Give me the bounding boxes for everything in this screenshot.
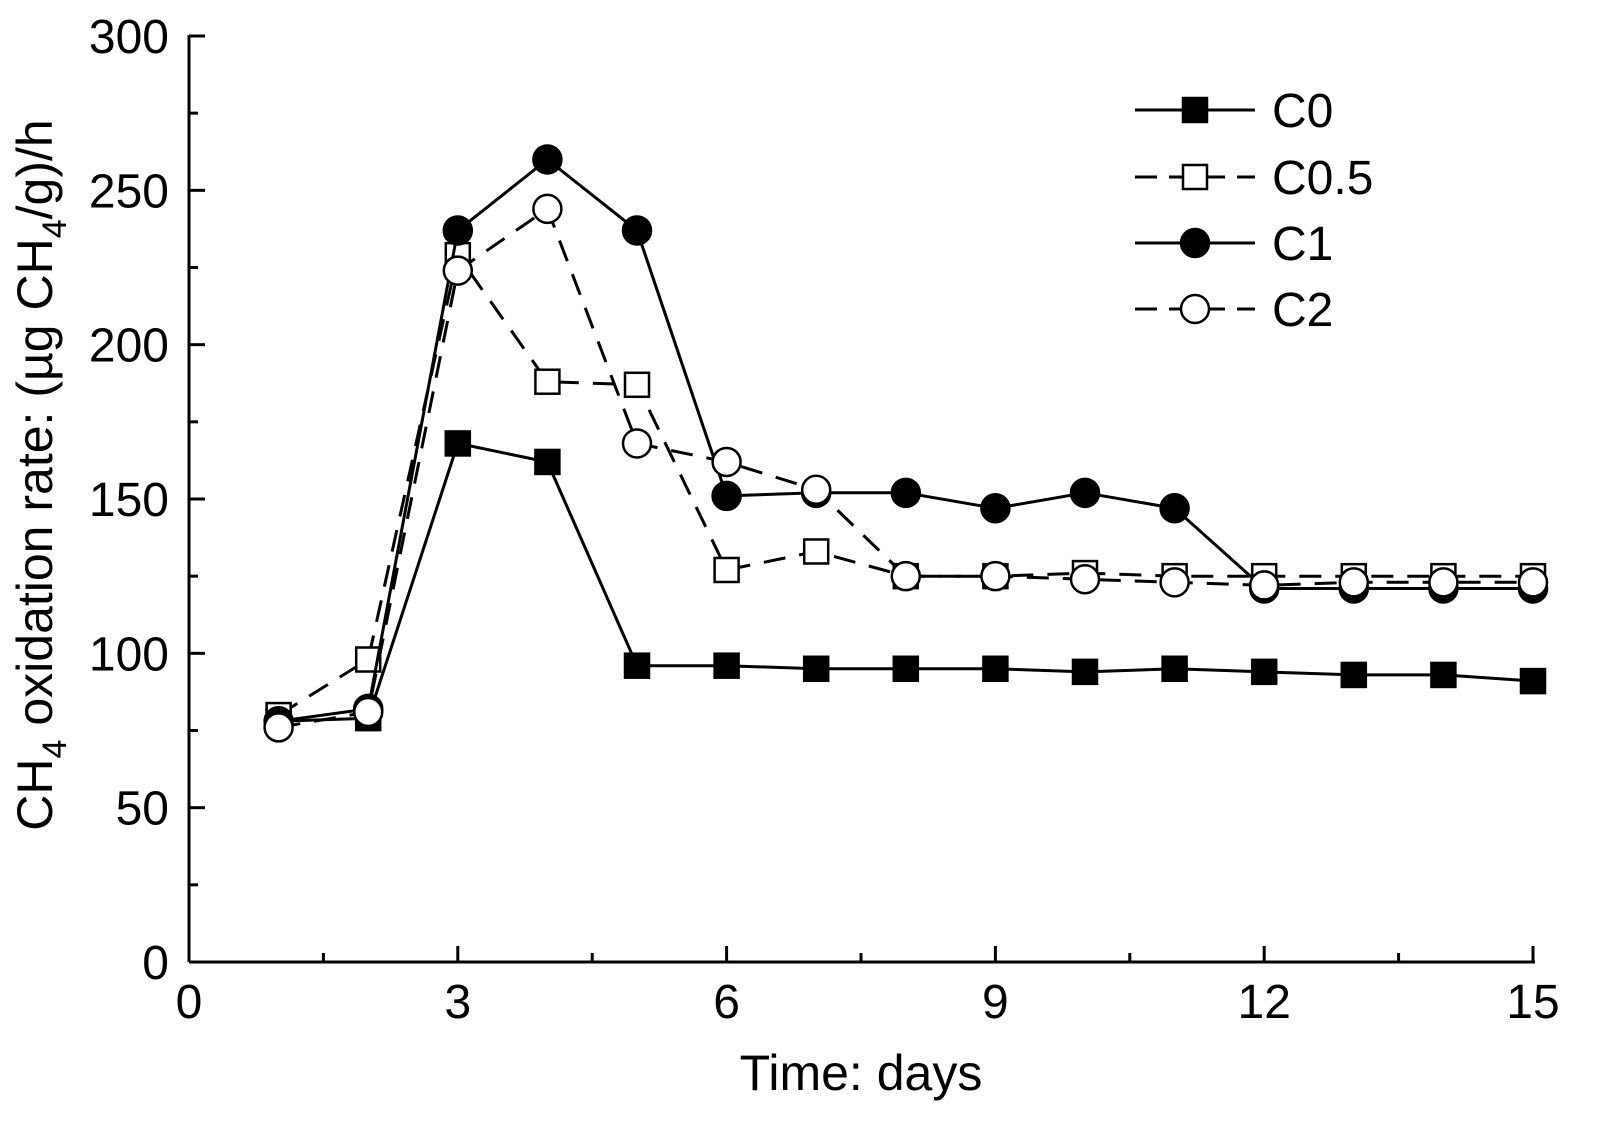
x-tick-label: 15 bbox=[1506, 976, 1559, 1029]
data-point-c0-5 bbox=[713, 556, 740, 584]
data-point-c2 bbox=[1517, 567, 1549, 598]
legend-label-c1: C1 bbox=[1272, 218, 1333, 271]
x-axis-title: Time: days bbox=[740, 1045, 983, 1101]
x-tick-label: 0 bbox=[176, 976, 203, 1029]
y-tick-label: 150 bbox=[89, 474, 169, 527]
y-title-middle: oxidation rate: (µg CH bbox=[7, 238, 63, 739]
y-title-subscript-1: 4 bbox=[36, 740, 74, 759]
series-group bbox=[263, 144, 1549, 743]
data-point-c0 bbox=[1161, 655, 1188, 683]
series-c0 bbox=[265, 430, 1547, 735]
legend-item-c0: C0 bbox=[1135, 85, 1333, 138]
legend-marker-c0-5 bbox=[1181, 163, 1209, 191]
y-tick-label: 100 bbox=[89, 628, 169, 681]
data-point-c0 bbox=[802, 655, 830, 683]
x-tick-label: 3 bbox=[444, 976, 471, 1029]
data-point-c2 bbox=[352, 696, 384, 728]
data-point-c1 bbox=[1069, 477, 1101, 509]
data-point-c1 bbox=[980, 493, 1011, 524]
data-point-c2 bbox=[1248, 570, 1280, 601]
data-point-c2 bbox=[1159, 567, 1190, 598]
x-tick-label: 6 bbox=[713, 976, 740, 1029]
y-title-prefix: CH bbox=[7, 758, 63, 830]
x-tick-label: 12 bbox=[1238, 976, 1291, 1029]
legend-label-c2: C2 bbox=[1272, 284, 1333, 337]
data-point-c1 bbox=[711, 480, 742, 512]
data-point-c1 bbox=[532, 144, 563, 175]
legend-item-c0-5: C0.5 bbox=[1135, 152, 1373, 205]
data-point-c0-5 bbox=[534, 368, 561, 395]
y-title-subscript-2: 4 bbox=[36, 219, 74, 238]
data-point-c0 bbox=[1519, 667, 1547, 695]
y-tick-label: 250 bbox=[89, 165, 169, 218]
legend-marker-c0 bbox=[1181, 96, 1209, 124]
data-point-c2 bbox=[1069, 564, 1101, 595]
data-point-c1 bbox=[1159, 493, 1190, 524]
data-point-c0 bbox=[982, 655, 1009, 683]
y-tick-label: 200 bbox=[89, 320, 169, 373]
legend-label-c0-5: C0.5 bbox=[1272, 152, 1373, 205]
legend-marker-c2 bbox=[1179, 293, 1211, 325]
data-point-c0 bbox=[534, 448, 561, 476]
legend-item-c1: C1 bbox=[1135, 218, 1333, 271]
data-point-c0 bbox=[623, 652, 651, 679]
data-point-c2 bbox=[800, 474, 832, 505]
series-line-c2 bbox=[278, 207, 1533, 729]
y-axis-title: CH4 oxidation rate: (µg CH4/g)/h bbox=[7, 119, 74, 830]
y-tick-label: 300 bbox=[89, 11, 169, 64]
data-point-c0 bbox=[1430, 661, 1457, 689]
data-point-c2 bbox=[890, 560, 922, 592]
data-point-c2 bbox=[532, 193, 563, 225]
data-point-c1 bbox=[890, 477, 922, 509]
legend-marker-c1 bbox=[1179, 227, 1211, 259]
data-point-c1 bbox=[621, 215, 653, 246]
data-point-c0 bbox=[1340, 661, 1368, 689]
data-point-c0 bbox=[713, 652, 740, 679]
data-point-c2 bbox=[980, 560, 1011, 592]
y-tick-label: 0 bbox=[142, 937, 169, 990]
y-tick-label: 50 bbox=[116, 783, 169, 836]
data-point-c1 bbox=[442, 215, 474, 246]
data-point-c2 bbox=[263, 712, 294, 743]
legend: C0 C0.5 C1 C2 bbox=[1135, 85, 1373, 337]
legend-label-c0: C0 bbox=[1272, 85, 1333, 138]
data-point-c0 bbox=[1071, 658, 1099, 686]
data-point-c2 bbox=[1428, 567, 1459, 598]
data-point-c2 bbox=[442, 255, 474, 286]
data-point-c2 bbox=[1338, 567, 1370, 598]
data-point-c0 bbox=[1250, 658, 1278, 686]
data-point-c0-5 bbox=[623, 371, 651, 399]
data-point-c2 bbox=[621, 428, 653, 459]
y-title-suffix: /g)/h bbox=[7, 119, 63, 219]
data-point-c2 bbox=[711, 446, 742, 478]
legend-item-c2: C2 bbox=[1135, 284, 1333, 337]
data-point-c0-5 bbox=[802, 538, 830, 565]
data-point-c0 bbox=[892, 655, 920, 683]
data-point-c0 bbox=[444, 430, 472, 457]
series-c2 bbox=[263, 193, 1549, 743]
x-tick-label: 9 bbox=[982, 976, 1009, 1029]
